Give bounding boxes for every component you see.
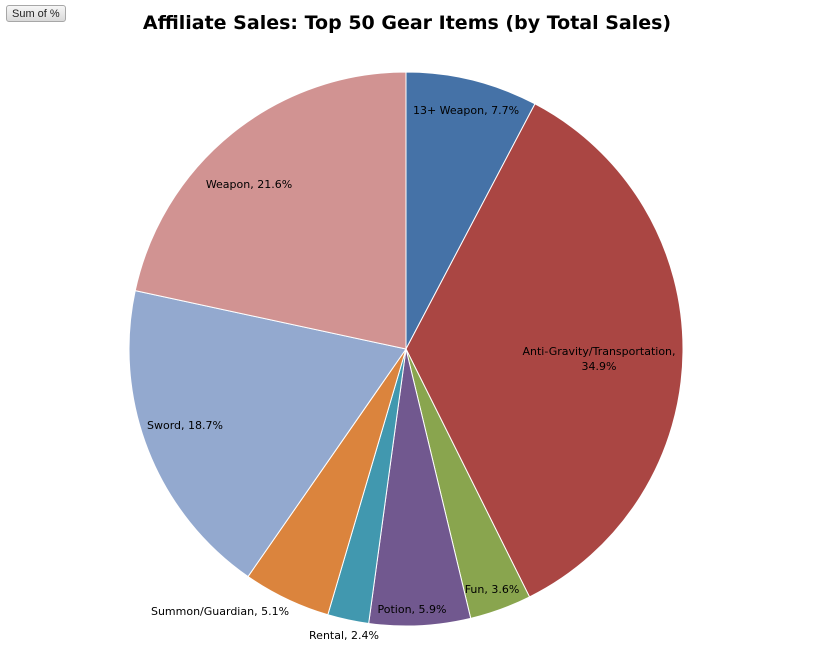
data-label-potion: Potion, 5.9% <box>378 603 447 616</box>
data-label-sword: Sword, 18.7% <box>147 419 223 432</box>
data-label-rental: Rental, 2.4% <box>309 629 379 642</box>
pie-slice-13-weapon[interactable] <box>405 71 536 350</box>
data-label-summon-guardian: Summon/Guardian, 5.1% <box>151 605 289 618</box>
data-label-13-weapon: 13+ Weapon, 7.7% <box>413 104 519 117</box>
data-label-fun: Fun, 3.6% <box>465 583 520 596</box>
pie-slice-weapon[interactable] <box>134 71 407 350</box>
pie-slice-anti-gravity-transportation[interactable] <box>405 103 684 598</box>
data-label-anti-gravity-transportation: Anti-Gravity/Transportation, 34.9% <box>522 345 675 373</box>
data-label-weapon: Weapon, 21.6% <box>206 178 292 191</box>
pie-slice-sword[interactable] <box>128 290 407 578</box>
sum-of-percent-field-button[interactable]: Sum of % <box>6 5 66 22</box>
chart-title: Affiliate Sales: Top 50 Gear Items (by T… <box>142 12 672 34</box>
